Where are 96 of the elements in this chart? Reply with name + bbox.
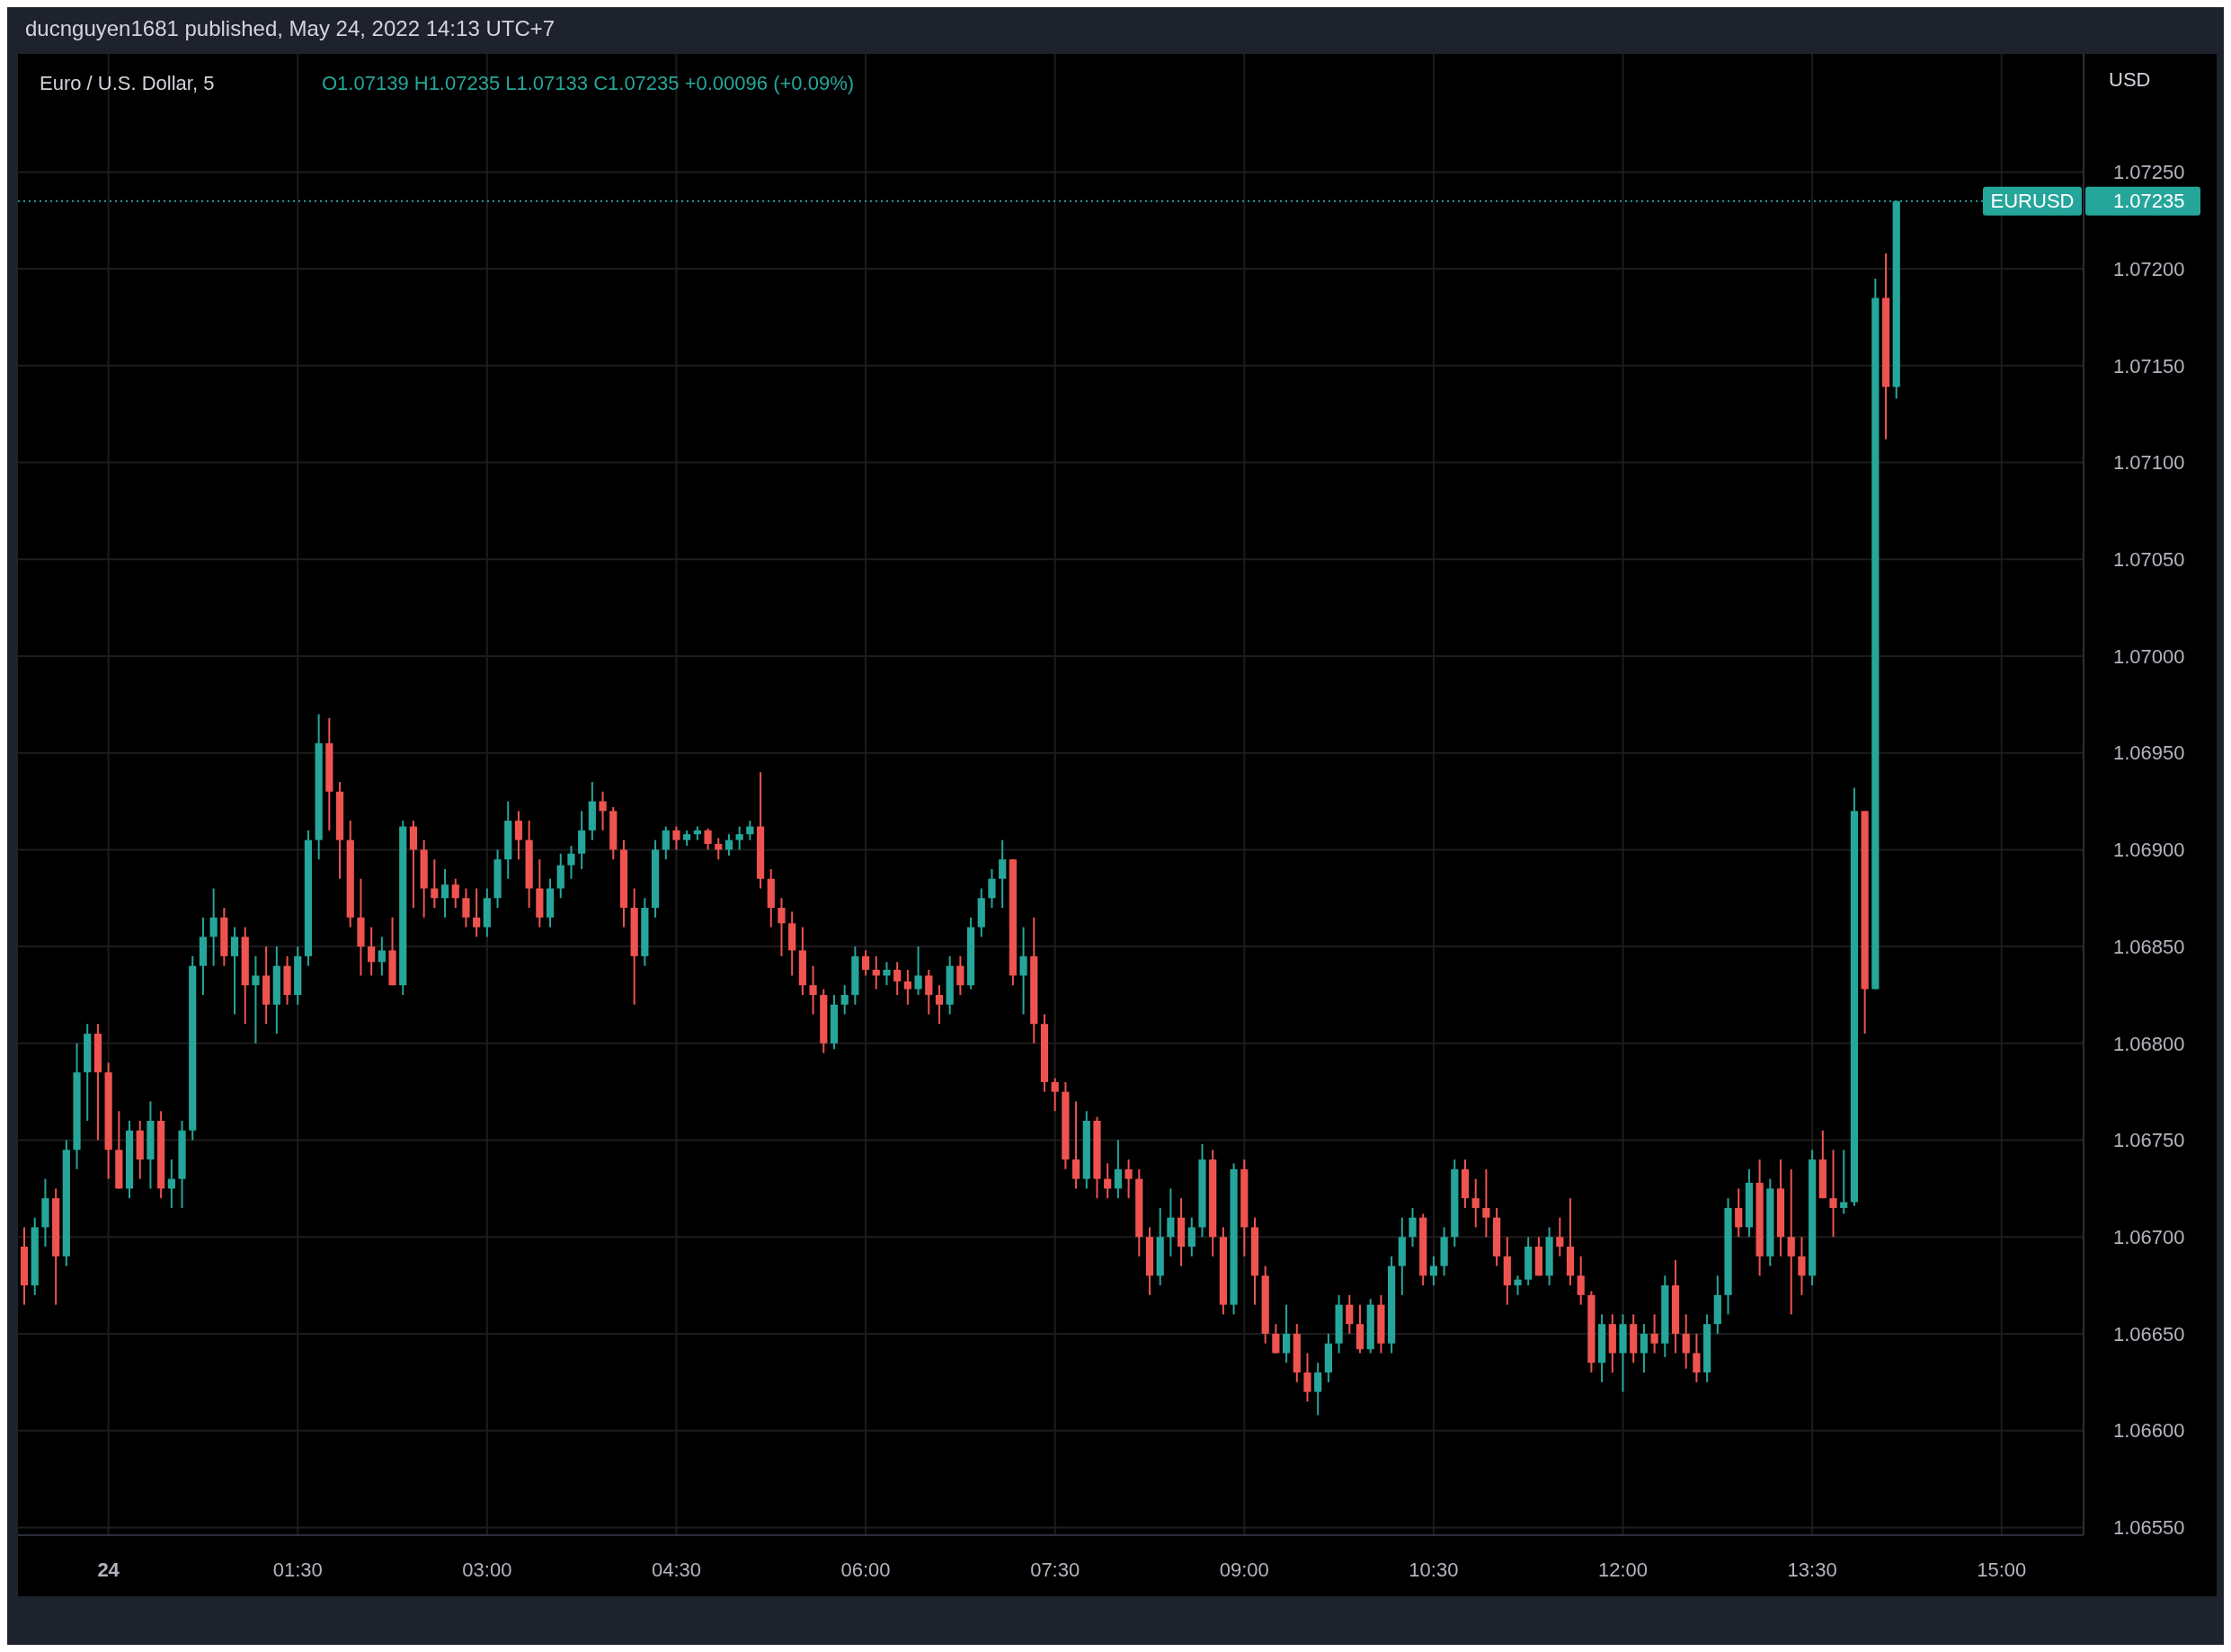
y-tick-label: 1.07050 <box>2113 547 2185 571</box>
candlestick <box>903 968 911 1006</box>
y-tick-label: 1.06950 <box>2113 742 2185 765</box>
candlestick <box>715 837 723 861</box>
candlestick <box>599 790 607 831</box>
candlestick <box>1124 1159 1133 1200</box>
x-tick-label: 15:00 <box>1977 1559 2027 1581</box>
candlestick <box>988 867 996 910</box>
x-tick-label: 01:30 <box>272 1559 323 1581</box>
candlestick <box>1514 1275 1522 1296</box>
candlestick <box>462 887 470 928</box>
candlestick <box>809 964 817 1016</box>
candlestick <box>1114 1139 1122 1200</box>
y-tick-label: 1.06600 <box>2113 1419 2185 1443</box>
candlestick <box>1693 1332 1701 1383</box>
candlestick <box>1019 926 1027 1016</box>
candlestick <box>935 984 944 1026</box>
candlestick <box>440 867 449 919</box>
candlestick <box>1283 1303 1291 1364</box>
candlestick <box>1051 1077 1059 1113</box>
candlestick <box>1104 1162 1112 1200</box>
y-axis-title: USD <box>2109 68 2151 91</box>
x-tick-label: 12:00 <box>1597 1559 1649 1581</box>
candlestick <box>840 984 849 1016</box>
candlestick <box>1840 1149 1848 1215</box>
candlestick <box>1187 1216 1195 1257</box>
text: Euro / U.S. Dollar, 5 <box>40 72 215 94</box>
candlestick <box>1471 1177 1480 1229</box>
candlestick <box>883 961 891 987</box>
candlestick <box>368 926 376 977</box>
candlestick <box>1735 1187 1743 1239</box>
candlestick <box>914 946 922 996</box>
candlestick <box>1640 1323 1649 1374</box>
y-tick-label: 1.06850 <box>2113 935 2185 958</box>
y-tick-label: 1.06650 <box>2113 1322 2185 1346</box>
candlestick <box>1429 1255 1437 1287</box>
candlestick <box>1071 1100 1080 1190</box>
candlestick <box>167 1159 175 1209</box>
x-tick-label: 24 <box>97 1559 120 1581</box>
candlestick <box>1167 1187 1175 1257</box>
candlestick <box>1577 1255 1585 1306</box>
y-tick-label: 1.07200 <box>2113 257 2185 280</box>
y-tick-label: 1.07100 <box>2113 451 2185 475</box>
candlestick <box>1346 1293 1354 1335</box>
candlestick <box>735 825 743 851</box>
candlestick <box>431 858 439 910</box>
candlestick <box>1798 1236 1806 1296</box>
candlestick <box>861 949 870 977</box>
y-tick-label: 1.06800 <box>2113 1032 2185 1055</box>
candlestick <box>1482 1168 1490 1239</box>
candlestick <box>999 839 1007 910</box>
candlestick <box>925 968 933 1016</box>
candlestick <box>778 897 786 957</box>
candlestick <box>1409 1206 1417 1248</box>
x-tick-label: 03:00 <box>462 1559 512 1581</box>
y-tick-label: 1.07250 <box>2113 161 2185 184</box>
y-tick-label: 1.06550 <box>2113 1516 2185 1540</box>
candlestick <box>1787 1168 1795 1316</box>
candlestick <box>209 887 218 967</box>
candlestick <box>567 845 575 880</box>
x-tick-label: 06:00 <box>840 1559 891 1581</box>
x-tick-label: 13:30 <box>1787 1559 1837 1581</box>
candlestick <box>514 810 523 861</box>
annotation: O1.07139 H1.07235 L1.07133 C1.07235 +0.00096 (+0.09%) <box>322 72 855 94</box>
candlestick <box>378 936 386 977</box>
ref-line-label: EURUSD <box>1990 190 2075 213</box>
candlestick <box>252 955 260 1044</box>
candlestick <box>1829 1149 1837 1239</box>
text: 1.07235 <box>2113 190 2185 213</box>
y-tick-label: 1.06700 <box>2113 1225 2185 1248</box>
candlestick <box>1303 1352 1311 1403</box>
candlestick <box>1682 1313 1690 1370</box>
candlestick <box>451 877 459 910</box>
y-tick-label: 1.06900 <box>2113 839 2185 862</box>
y-tick-label: 1.07150 <box>2113 354 2185 377</box>
candlestick <box>746 820 754 841</box>
candlestick <box>956 955 964 996</box>
x-tick-label: 04:30 <box>651 1559 701 1581</box>
y-tick-label: 1.06750 <box>2113 1129 2185 1152</box>
candlestick <box>1314 1362 1322 1417</box>
candlestick <box>1556 1216 1564 1257</box>
candlestick <box>473 887 481 938</box>
candlestick <box>1272 1323 1280 1354</box>
text: ducnguyen1681 published, May 24, 2022 14:13 UTC+7 <box>25 16 556 40</box>
candlestick <box>893 961 902 996</box>
candlestick <box>1650 1313 1658 1354</box>
x-tick-label: 09:00 <box>1219 1559 1269 1581</box>
x-tick-label: 10:30 <box>1409 1559 1459 1581</box>
x-tick-label: 07:30 <box>1030 1559 1080 1581</box>
candlestick <box>704 827 712 851</box>
candlestick <box>662 825 670 861</box>
candlestick <box>724 833 733 857</box>
candlestick <box>672 825 680 851</box>
candlestick <box>230 926 239 1016</box>
y-tick-label: 1.07000 <box>2113 644 2185 668</box>
candlestick <box>872 955 880 990</box>
